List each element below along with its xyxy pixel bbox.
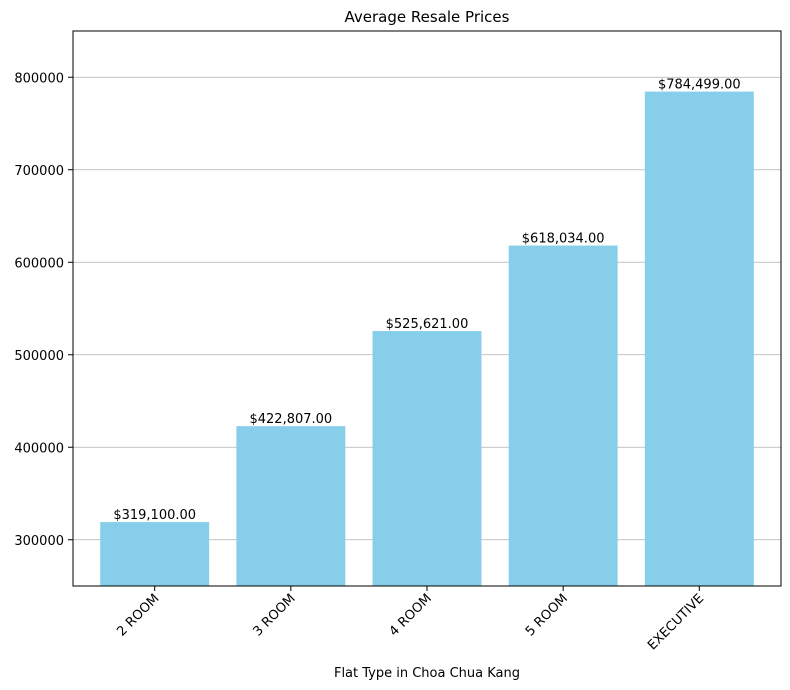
y-tick-label: 400000 [14,441,64,456]
x-tick-label: 3 ROOM [251,591,299,639]
bar [100,522,210,586]
y-tick-label: 700000 [14,164,64,179]
x-axis-ticks: 2 ROOM 3 ROOM 4 ROOM 5 ROOM EXECUTIVE [114,586,707,653]
chart-title: Average Resale Prices [345,8,510,26]
x-axis-label: Flat Type in Choa Chua Kang [334,666,520,681]
bar-value-label: $319,100.00 [113,508,196,523]
x-tick-label: 5 ROOM [523,591,571,639]
bar-value-label: $525,621.00 [386,317,469,332]
y-axis-ticks: 300000 400000 500000 600000 700000 800000 [14,71,73,549]
bar [236,426,346,586]
y-tick-label: 800000 [14,71,64,86]
bars [100,91,754,586]
bar [644,91,754,586]
bar-value-labels: $319,100.00 $422,807.00 $525,621.00 $618,03… [113,78,740,523]
x-tick-label: 4 ROOM [387,591,435,639]
y-tick-label: 300000 [14,534,64,549]
bar-value-label: $784,499.00 [658,78,741,93]
bar-value-label: $618,034.00 [522,232,605,247]
y-tick-label: 500000 [14,349,64,364]
x-tick-label: 2 ROOM [114,591,162,639]
x-tick-label: EXECUTIVE [645,591,707,653]
bar [372,331,482,586]
bar [508,245,618,586]
y-tick-label: 600000 [14,256,64,271]
bar-value-label: $422,807.00 [249,412,332,427]
